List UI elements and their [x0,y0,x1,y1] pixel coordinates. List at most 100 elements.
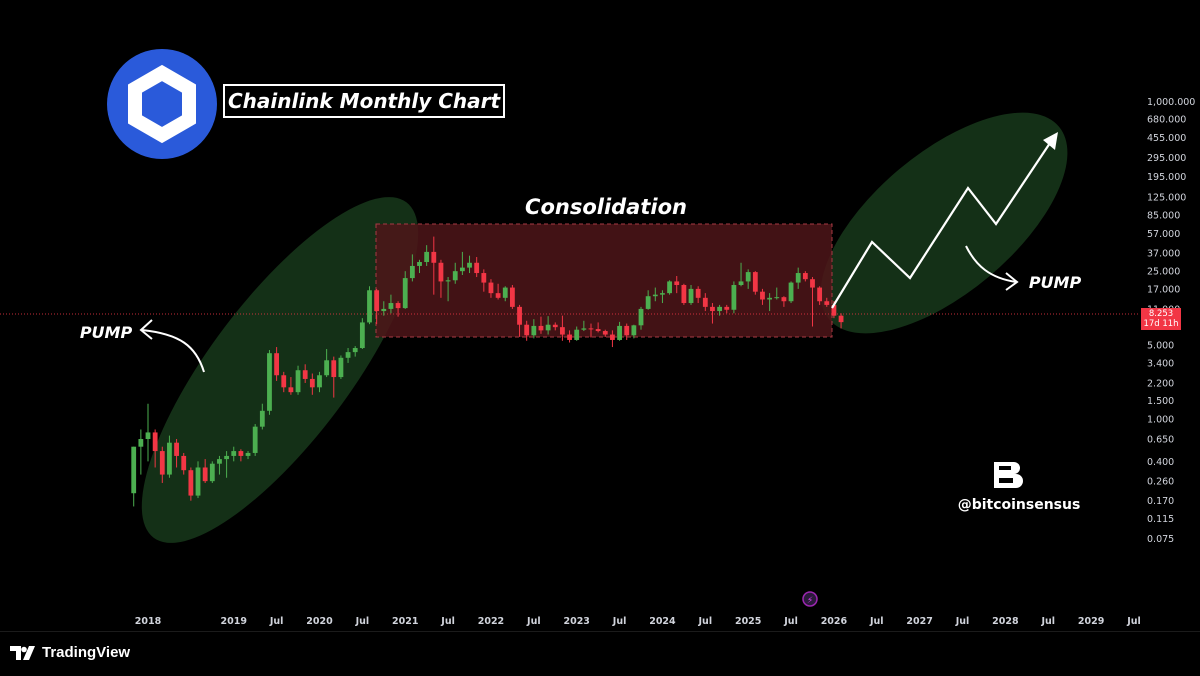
candle [688,285,694,305]
chainlink-logo-icon [107,49,217,159]
candle-body [138,439,144,447]
current-price-value: 8.253 [1148,309,1174,319]
candle [810,277,815,327]
candle [152,429,158,468]
candle-body [717,306,722,312]
candle [695,286,701,304]
candle-body [317,375,322,388]
candle-body [431,251,437,263]
candle [531,319,537,339]
x-tick-label: Jul [869,616,884,627]
candle-body [338,357,344,378]
candle-body [374,290,380,312]
y-tick-label: 3.400 [1147,358,1174,369]
candle [467,255,472,274]
candle-body [560,327,565,335]
candle [131,446,137,507]
candle [767,293,773,312]
candle-body [388,303,394,309]
candle-body [488,282,494,294]
tradingview-brand[interactable]: TradingView [10,644,130,661]
candle-body [752,272,758,292]
candle [409,254,415,282]
candle [395,301,401,317]
candle [552,322,558,331]
candle [238,449,244,462]
candle-body [417,262,422,266]
candle [674,276,680,294]
candle-body [131,446,137,494]
candle [417,259,422,274]
candle-body [545,324,551,331]
y-tick-label: 1.500 [1147,396,1174,407]
consolidation-zone [375,223,833,338]
candle-body [224,455,229,460]
candle-body [359,322,365,349]
candle-body [781,297,787,302]
candle [302,364,308,383]
candle-body [731,285,737,310]
bitcoinsensus-logo-icon [994,462,1023,488]
y-tick-label: 2.200 [1147,378,1174,389]
candle [631,324,637,339]
candle [209,461,215,483]
candle [138,429,144,475]
y-axis: 1,000.000 680.000 455.000 295.000 195.000 125… [1147,97,1195,545]
pump-zone-left [141,197,419,543]
x-tick-label: 2019 [221,616,247,627]
candle-body [695,288,701,298]
candle [774,287,780,300]
x-tick-label: 2020 [306,616,333,627]
candle [817,286,823,305]
projection-arrowhead [1043,132,1058,150]
candle-body [602,331,608,335]
candle [431,236,437,295]
candle-body [267,353,272,411]
candle-body [495,293,501,298]
x-tick-label: Jul [526,616,541,627]
candle-body [838,315,844,323]
lightning-event-icon[interactable] [802,591,818,607]
tradingview-label: TradingView [42,644,131,661]
candle [217,455,222,475]
candle-body [674,281,680,286]
candle [474,257,480,278]
x-tick-label: 2026 [821,616,848,627]
candle [324,349,330,378]
candle-body [274,353,280,376]
pump-label-left: PUMP [80,323,133,342]
candle [731,281,737,314]
candle-body [195,467,201,496]
candle-body [209,463,215,482]
candle-body [802,273,808,280]
consolidation-label: Consolidation [525,195,687,219]
pump-left-arrow [141,329,205,373]
candle [367,286,372,325]
candle-body [181,455,187,471]
candle [167,435,172,478]
candle [524,320,530,341]
y-tick-label: 0.260 [1147,477,1174,488]
candle [724,304,730,314]
x-tick-label: Jul [612,616,627,627]
chart-title: Chainlink Monthly Chart [228,89,502,113]
y-tick-label: 1.000 [1147,415,1174,426]
x-tick-label: 2021 [392,616,418,627]
candle-body [817,287,823,302]
candle [259,403,265,430]
candle-body [502,287,508,298]
candle [245,451,251,460]
current-price-countdown: 17d 11h [1143,319,1179,329]
watermark-handle: @bitcoinsensus [958,497,1081,513]
candle-body [288,387,294,393]
chainlink-hexagon-icon [128,64,196,144]
candle-body [760,291,765,300]
candle-body [702,297,708,307]
candle [602,329,608,337]
candle-body [367,290,372,323]
price-chart[interactable]: 1,000.000 680.000 455.000 295.000 195.000 125… [0,0,1200,631]
pump-right-arrowhead [1005,272,1019,291]
candle [802,271,808,282]
x-tick-label: 2027 [906,616,932,627]
candle-body [188,470,194,496]
